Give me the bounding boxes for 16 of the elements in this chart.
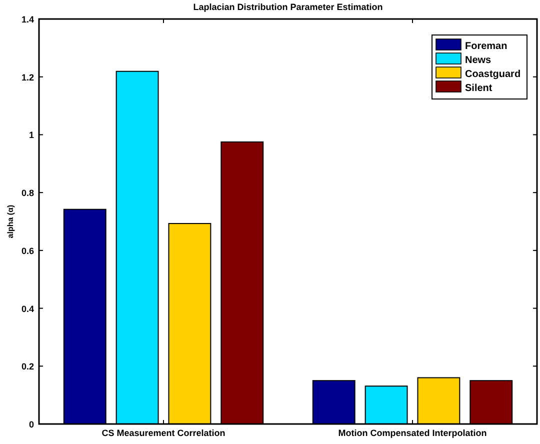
y-tick-label: 0 <box>28 420 34 430</box>
x-tick-label: Motion Compensated Interpolation <box>338 428 487 438</box>
legend-label: News <box>465 55 492 66</box>
y-tick-label: 1.2 <box>21 72 34 82</box>
chart-title: Laplacian Distribution Parameter Estimation <box>193 2 383 12</box>
legend-label: Silent <box>465 83 493 94</box>
y-axis-title: alpha (α) <box>6 204 15 238</box>
y-tick-label: 1.4 <box>21 14 34 24</box>
y-tick-label: 1 <box>28 130 34 140</box>
x-tick-label: CS Measurement Correlation <box>102 428 226 438</box>
y-tick-label: 0.8 <box>21 188 34 198</box>
y-tick-label: 0.4 <box>21 304 34 314</box>
legend-label: Coastguard <box>465 69 521 80</box>
legend-label: Foreman <box>465 41 508 52</box>
y-tick-label: 0.6 <box>21 246 34 256</box>
y-tick-label: 0.2 <box>21 362 34 372</box>
